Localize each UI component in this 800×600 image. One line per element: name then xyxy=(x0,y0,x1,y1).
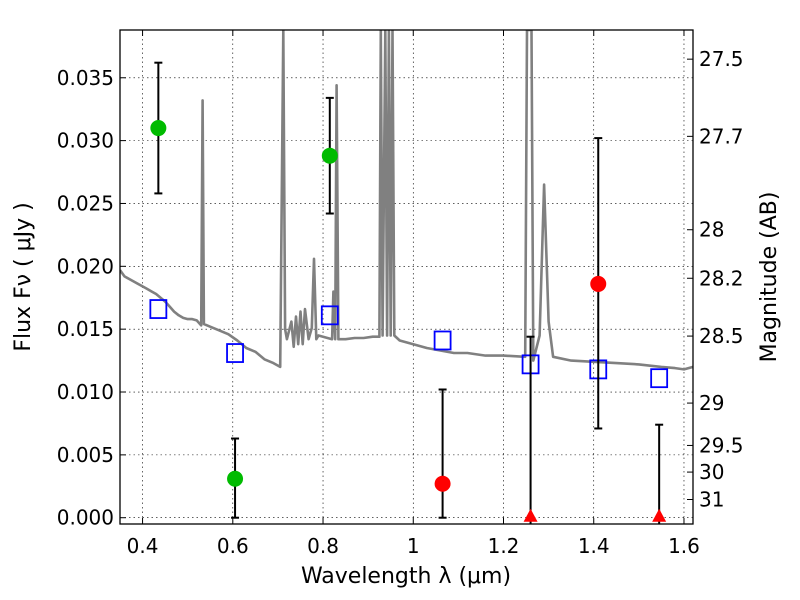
y-tick-label: 0.005 xyxy=(57,443,114,467)
right-tick-label: 27.7 xyxy=(699,124,744,148)
x-tick-label: 0.4 xyxy=(127,534,159,558)
y-tick-label: 0.025 xyxy=(57,191,114,215)
right-tick-label: 29.5 xyxy=(699,433,744,457)
right-tick-label: 28 xyxy=(699,218,724,242)
x-tick-label: 1.2 xyxy=(488,534,520,558)
plot-area xyxy=(120,30,693,371)
y-tick-label: 0.035 xyxy=(57,66,114,90)
low-significance-point xyxy=(434,475,451,492)
right-tick-label: 28.2 xyxy=(699,266,744,290)
spectrum-line xyxy=(120,30,693,371)
x-tick-label: 1.6 xyxy=(668,534,700,558)
plot-frame xyxy=(119,29,694,525)
x-tick-label: 0.8 xyxy=(307,534,339,558)
upper-limit-triangle xyxy=(523,508,538,522)
model-square xyxy=(149,299,168,319)
right-tick-label: 28.5 xyxy=(699,324,744,348)
markers-layer xyxy=(149,61,669,524)
y-tick-label: 0.010 xyxy=(57,380,114,404)
y-tick-label: 0.000 xyxy=(57,506,114,530)
model-square xyxy=(433,330,452,351)
right-tick-label: 31 xyxy=(699,487,724,511)
x-tick-label: 0.6 xyxy=(217,534,249,558)
x-tick-label: 1 xyxy=(407,534,420,558)
right-tick-label: 29 xyxy=(699,391,724,415)
upper-limit-triangle xyxy=(652,508,667,522)
axes: 0.4 0.6 0.8 1 1.2 1.4 1.6 0.000 0.005 0.010 0.015 0… xyxy=(57,30,744,558)
right-axis-label: Magnitude (AB) xyxy=(757,192,782,363)
model-square xyxy=(320,305,339,326)
model-square xyxy=(226,343,244,363)
right-tick-label: 27.5 xyxy=(699,47,744,71)
detection-point xyxy=(227,470,244,487)
model-square xyxy=(650,368,669,389)
right-tick-label: 30 xyxy=(699,460,724,484)
detection-point xyxy=(321,147,338,164)
y-tick-label: 0.020 xyxy=(57,254,114,278)
x-tick-label: 1.4 xyxy=(578,534,610,558)
y-axis-label: Flux Fν ( μJy ) xyxy=(11,202,36,351)
x-axis-label: Wavelength λ (μm) xyxy=(301,564,511,589)
y-tick-label: 0.015 xyxy=(57,317,114,341)
low-significance-point xyxy=(590,275,607,292)
detection-point xyxy=(150,120,167,137)
y-tick-label: 0.030 xyxy=(57,129,114,153)
